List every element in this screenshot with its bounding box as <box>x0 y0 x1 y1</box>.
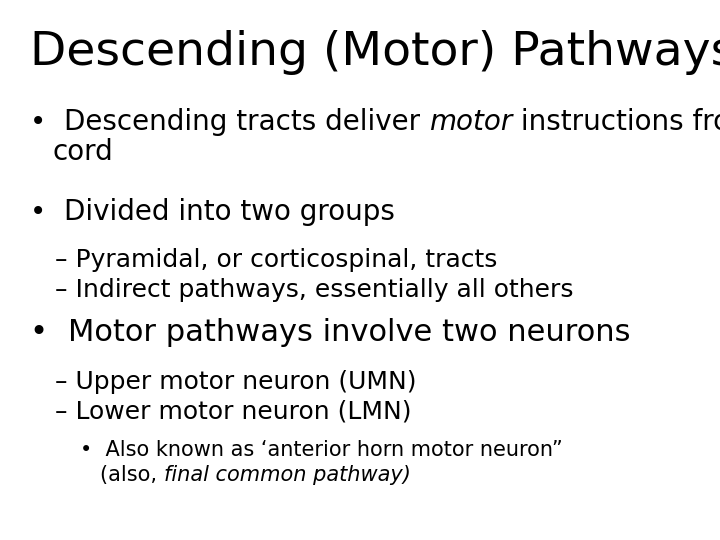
Text: cord: cord <box>52 138 113 166</box>
Text: •: • <box>30 108 64 136</box>
Text: – Pyramidal, or corticospinal, tracts: – Pyramidal, or corticospinal, tracts <box>55 248 498 272</box>
Text: motor: motor <box>429 108 512 136</box>
Text: Descending (Motor) Pathways: Descending (Motor) Pathways <box>30 30 720 75</box>
Text: (also,: (also, <box>100 465 163 485</box>
Text: – Lower motor neuron (LMN): – Lower motor neuron (LMN) <box>55 400 412 424</box>
Text: •: • <box>30 318 68 347</box>
Text: •  Also known as ‘anterior horn motor neuron”: • Also known as ‘anterior horn motor neu… <box>80 440 563 460</box>
Text: final common pathway): final common pathway) <box>163 465 410 485</box>
Text: Motor pathways involve two neurons: Motor pathways involve two neurons <box>68 318 630 347</box>
Text: •: • <box>30 198 64 226</box>
Text: – Upper motor neuron (UMN): – Upper motor neuron (UMN) <box>55 370 416 394</box>
Text: – Indirect pathways, essentially all others: – Indirect pathways, essentially all oth… <box>55 278 574 302</box>
Text: instructions from the brain to the spinal: instructions from the brain to the spina… <box>512 108 720 136</box>
Text: Divided into two groups: Divided into two groups <box>64 198 395 226</box>
Text: Descending tracts deliver: Descending tracts deliver <box>64 108 429 136</box>
